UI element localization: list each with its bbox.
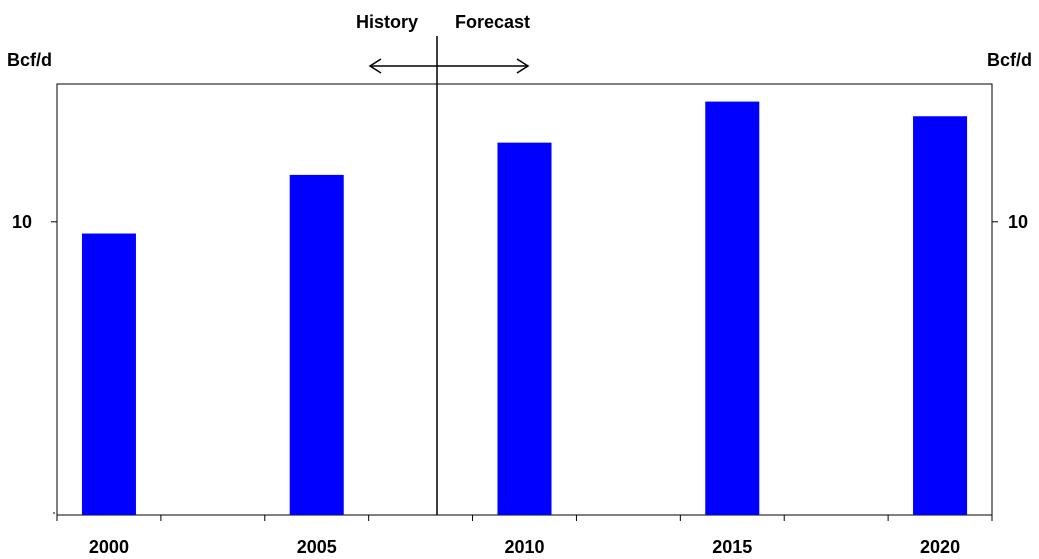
left-axis-label: Bcf/d bbox=[7, 50, 52, 70]
x-tick-label: 2015 bbox=[712, 537, 752, 557]
y-tick-label-right: 10 bbox=[1008, 212, 1028, 232]
bar-2015 bbox=[705, 101, 760, 516]
bars-group bbox=[81, 101, 968, 516]
bar-2005 bbox=[289, 174, 344, 515]
history-forecast-arrow bbox=[368, 58, 530, 74]
x-axis-labels: 2000 2005 2010 2015 2020 bbox=[89, 537, 960, 557]
x-tick-label: 2005 bbox=[297, 537, 337, 557]
right-axis-label: Bcf/d bbox=[987, 50, 1032, 70]
x-tick-label: 2010 bbox=[504, 537, 544, 557]
x-tick-label: 2000 bbox=[89, 537, 129, 557]
bar-2000 bbox=[81, 233, 136, 515]
forecast-label: Forecast bbox=[455, 12, 530, 32]
bar-2020 bbox=[913, 116, 968, 515]
y-tick-label-left: 10 bbox=[12, 212, 32, 232]
y-axis-ticks: 10 10 bbox=[12, 212, 1028, 514]
x-tick-label: 2020 bbox=[920, 537, 960, 557]
x-axis-ticks bbox=[56, 515, 993, 521]
bar-2010 bbox=[497, 142, 552, 515]
history-label: History bbox=[356, 12, 418, 32]
